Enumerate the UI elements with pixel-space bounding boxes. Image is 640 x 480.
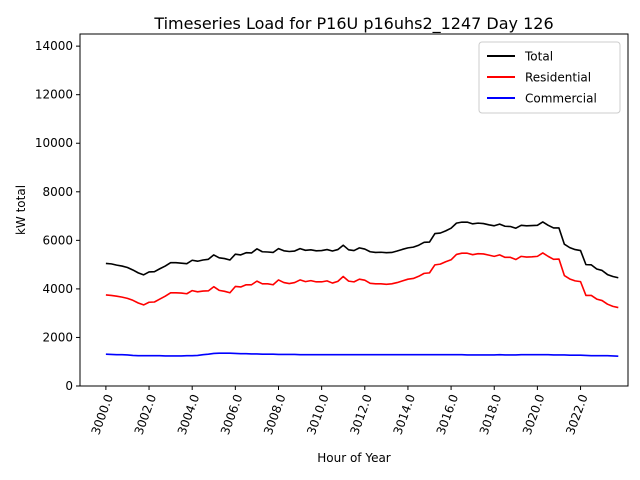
legend-label-total: Total <box>524 50 553 64</box>
series-line-residential <box>105 252 619 309</box>
y-tick-label: 14000 <box>35 39 73 53</box>
y-tick-label: 0 <box>65 379 73 393</box>
legend-label-commercial: Commercial <box>525 92 597 106</box>
y-axis: 0 2000 4000 6000 8000 10000 12000 14000 <box>35 39 80 393</box>
axes-frame <box>79 33 629 387</box>
y-tick-label: 2000 <box>42 330 73 344</box>
chart-title: Timeseries Load for P16U p16uhs2_1247 Da… <box>153 14 553 34</box>
plot-area <box>105 221 619 357</box>
y-tick-label: 6000 <box>42 233 73 247</box>
y-tick-label: 12000 <box>35 88 73 102</box>
series-line-total <box>105 221 619 279</box>
legend-label-residential: Residential <box>525 71 591 85</box>
x-axis-label: Hour of Year <box>317 451 391 465</box>
legend-box <box>478 41 621 114</box>
legend: Total Residential Commercial <box>478 41 621 114</box>
y-axis-label: kW total <box>14 185 28 235</box>
y-tick-label: 10000 <box>35 136 73 150</box>
series-line-commercial <box>105 352 619 357</box>
y-tick-label: 8000 <box>42 185 73 199</box>
y-tick-label: 4000 <box>42 282 73 296</box>
